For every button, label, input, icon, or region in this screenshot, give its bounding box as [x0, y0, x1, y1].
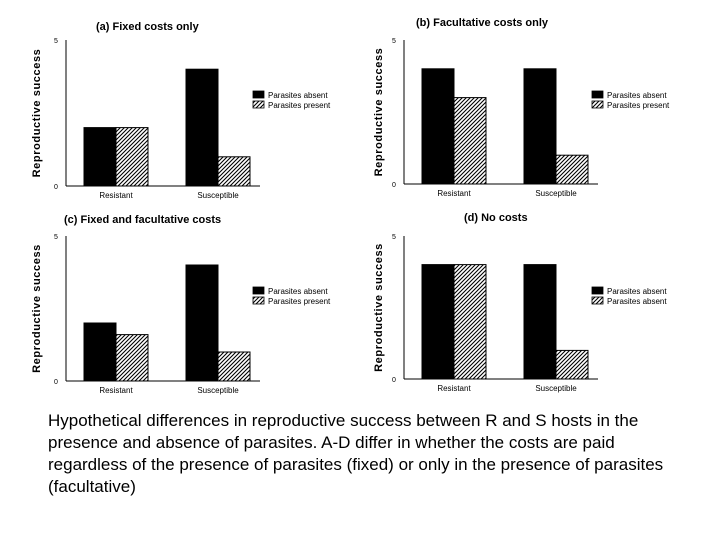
panel-d-title: (d) No costs [464, 212, 528, 224]
panel-b-legend-swatch-2 [591, 100, 604, 109]
panel-a-y-axis-label: Reproductive success [31, 49, 43, 178]
panel-d-legend-label-1: Parasites absent [607, 287, 667, 296]
panel-c-legend-swatch-1 [252, 286, 265, 295]
panel-d-bar-resistant-present [453, 264, 487, 380]
panel-c-legend-label-2: Parasites present [268, 297, 331, 306]
panel-b-y-axis-label: Reproductive success [373, 48, 385, 177]
panel-a-bar-resistant-absent [83, 127, 117, 187]
panel-c-bar-resistant-absent [83, 322, 117, 382]
panel-c-title: (c) Fixed and facultative costs [64, 214, 221, 226]
panel-c-bar-susceptible-absent [185, 264, 219, 382]
panel-d-y-tick-label-bottom: 0 [392, 377, 396, 384]
panel-d-y-axis-label: Reproductive success [373, 243, 385, 372]
panel-c-bar-susceptible-present [217, 351, 251, 382]
panel-c-y-tick-label-top: 5 [54, 234, 58, 241]
panel-c-legend-swatch-2 [252, 296, 265, 305]
panel-b-y-tick-label-bottom: 0 [392, 182, 396, 189]
panel-d-x-tick-label-susceptible: Susceptible [535, 384, 577, 393]
panel-d-legend-swatch-2 [591, 296, 604, 305]
panel-d-bar-susceptible-absent [523, 264, 557, 380]
panel-c-y-tick-label-bottom: 0 [54, 379, 58, 386]
panel-b-bar-resistant-absent [421, 68, 455, 185]
panel-b-bar-susceptible-present [555, 154, 589, 185]
panel-b-y-tick-label-top: 5 [392, 38, 396, 45]
panel-d-bar-resistant-absent [421, 264, 455, 380]
panel-b-bar-resistant-present [453, 97, 487, 185]
panel-d-legend-swatch-1 [591, 286, 604, 295]
panel-b-x-tick-label-susceptible: Susceptible [535, 189, 577, 198]
panel-a-x-tick-label-susceptible: Susceptible [197, 191, 239, 200]
panel-a-legend-swatch-2 [252, 100, 265, 109]
panel-d-legend-label-2: Parasites absent [607, 297, 667, 306]
panel-a-y-tick-label-bottom: 0 [54, 184, 58, 191]
panel-c-legend-label-1: Parasites absent [268, 287, 328, 296]
panel-a-y-tick-label-top: 5 [54, 38, 58, 45]
panel-c-y-axis-label: Reproductive success [31, 244, 43, 373]
panel-a-bar-susceptible-absent [185, 68, 219, 187]
figure-panels: (a) Fixed costs only Reproductive success… [31, 17, 670, 395]
panel-c-bar-resistant-present [115, 334, 149, 382]
panel-a-x-tick-label-resistant: Resistant [99, 191, 133, 200]
panel-b-legend-label-2: Parasites present [607, 101, 670, 110]
panel-b-bar-susceptible-absent [523, 68, 557, 185]
panel-a-legend-label-1: Parasites absent [268, 91, 328, 100]
panel-d-x-tick-label-resistant: Resistant [437, 384, 471, 393]
panel-c-x-tick-label-resistant: Resistant [99, 386, 133, 395]
panel-b-title: (b) Facultative costs only [416, 17, 549, 29]
panel-a-legend-label-2: Parasites present [268, 101, 331, 110]
panel-b-x-tick-label-resistant: Resistant [437, 189, 471, 198]
panel-a-bar-resistant-present [115, 127, 149, 187]
panel-a-legend-swatch-1 [252, 90, 265, 99]
panel-b-legend-label-1: Parasites absent [607, 91, 667, 100]
panel-d-bar-susceptible-present [555, 349, 589, 380]
panel-a-bar-susceptible-present [217, 156, 251, 187]
panel-a-title: (a) Fixed costs only [96, 21, 200, 33]
panel-d-y-tick-label-top: 5 [392, 234, 396, 241]
panel-c-x-tick-label-susceptible: Susceptible [197, 386, 239, 395]
panel-b-legend-swatch-1 [591, 90, 604, 99]
figure-caption: Hypothetical differences in reproductive… [48, 411, 664, 496]
